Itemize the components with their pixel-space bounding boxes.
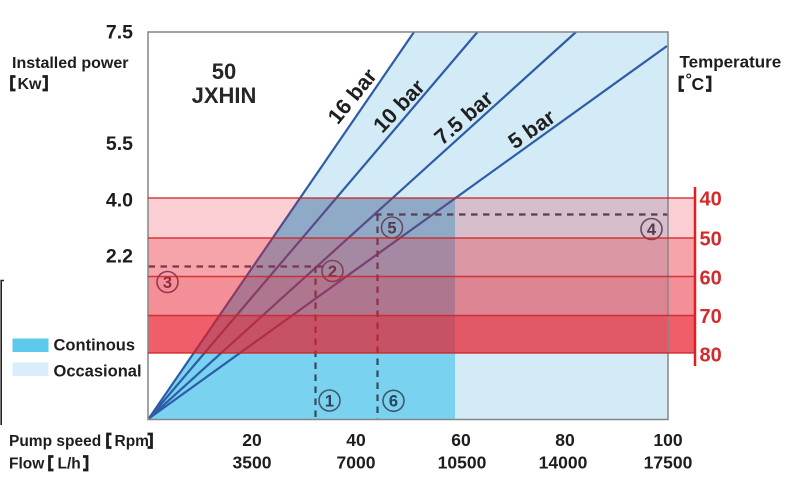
svg-text:2.2: 2.2 [106,246,133,268]
svg-text:60: 60 [700,268,722,290]
svg-text:L/h: L/h [58,456,81,473]
svg-text:6: 6 [389,393,398,411]
svg-text:10500: 10500 [438,453,487,473]
svg-text:50: 50 [212,59,236,84]
svg-text:4: 4 [647,221,657,239]
svg-text:Occasional: Occasional [54,363,142,381]
svg-text:7000: 7000 [337,453,376,473]
svg-text:Kw: Kw [18,76,43,93]
svg-text:2: 2 [328,263,337,281]
svg-text:Pump speed: Pump speed [9,433,101,450]
svg-text:Continous: Continous [54,337,136,355]
svg-text:7.5: 7.5 [106,22,133,44]
svg-text:70: 70 [700,306,722,328]
svg-text:40: 40 [700,189,722,211]
svg-text:5.5: 5.5 [106,133,133,155]
svg-text:1: 1 [325,392,334,410]
svg-text:60: 60 [451,430,471,450]
svg-text:80: 80 [700,345,722,367]
svg-text:3500: 3500 [233,453,272,473]
svg-text:20: 20 [242,430,262,450]
svg-text:Rpm: Rpm [115,433,149,450]
svg-text:17500: 17500 [644,453,693,473]
svg-text:40: 40 [346,430,366,450]
svg-text:Temperature: Temperature [680,53,782,72]
svg-text:3: 3 [163,274,172,292]
svg-text:5: 5 [387,219,396,237]
svg-text:C: C [692,74,705,94]
svg-text:Installed power: Installed power [12,55,128,72]
svg-text:50: 50 [700,229,722,251]
svg-text:14000: 14000 [539,453,588,473]
svg-text:4.0: 4.0 [106,190,133,212]
svg-text:Flow: Flow [9,456,45,473]
svg-text:°: ° [686,72,692,89]
svg-text:JXHIN: JXHIN [192,83,257,108]
svg-text:80: 80 [555,430,575,450]
svg-text:100: 100 [653,430,682,450]
